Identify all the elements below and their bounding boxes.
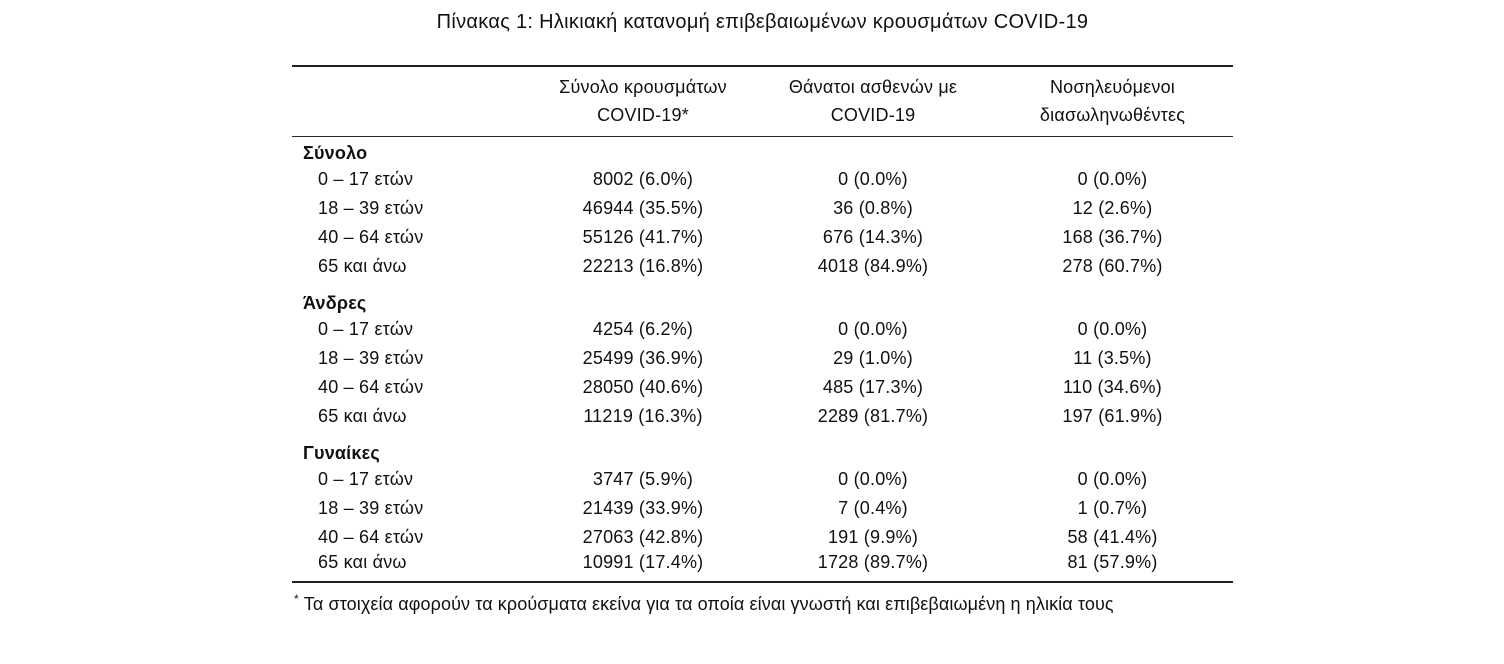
section-row-total: Σύνολο: [292, 137, 1233, 166]
intubated-cell: 0 (0.0%): [1077, 469, 1148, 489]
intubated-cell: 12 (2.6%): [1072, 198, 1153, 218]
cases-cell: 8002 (6.0%): [592, 169, 694, 189]
table-row: 40 – 64 ετών 55126 (41.7%) 676 (14.3%) 1…: [292, 223, 1233, 252]
header-empty-cell: [292, 66, 532, 137]
age-group-label: 18 – 39 ετών: [318, 198, 424, 218]
age-group-label: 0 – 17 ετών: [318, 169, 414, 189]
table-row: 0 – 17 ετών 4254 (6.2%) 0 (0.0%) 0 (0.0%…: [292, 315, 1233, 344]
section-label-women: Γυναίκες: [303, 443, 380, 463]
age-group-label: 65 και άνω: [318, 256, 407, 276]
intubated-cell: 110 (34.6%): [1063, 377, 1162, 397]
deaths-cell: 0 (0.0%): [838, 469, 908, 489]
cases-cell: 11219 (16.3%): [583, 406, 703, 426]
intubated-cell: 0 (0.0%): [1077, 169, 1148, 189]
deaths-cell: 485 (17.3%): [822, 377, 924, 397]
footnote-marker: *: [294, 592, 299, 606]
table-row: 40 – 64 ετών 28050 (40.6%) 485 (17.3%) 1…: [292, 373, 1233, 402]
deaths-cell: 676 (14.3%): [822, 227, 924, 247]
intubated-cell: 197 (61.9%): [1062, 406, 1163, 426]
header-deaths-line1: Θάνατοι ασθενών με: [788, 77, 958, 97]
cases-cell: 27063 (42.8%): [582, 527, 704, 547]
header-deaths-line2: COVID-19: [830, 105, 916, 125]
header-row: Σύνολο κρουσμάτων COVID-19* Θάνατοι ασθε…: [292, 66, 1233, 137]
age-group-label: 40 – 64 ετών: [318, 227, 424, 247]
deaths-cell: 191 (9.9%): [827, 527, 919, 547]
header-intubated: Νοσηλευόμενοι διασωληνωθέντες: [992, 66, 1233, 137]
deaths-cell: 29 (1.0%): [833, 348, 913, 368]
table-row: 18 – 39 ετών 46944 (35.5%) 36 (0.8%) 12 …: [292, 194, 1233, 223]
intubated-cell: 168 (36.7%): [1062, 227, 1163, 247]
age-group-label: 0 – 17 ετών: [318, 469, 414, 489]
cases-cell: 21439 (33.9%): [582, 498, 704, 518]
section-row-men: Άνδρες: [292, 281, 1233, 315]
intubated-cell: 0 (0.0%): [1077, 319, 1148, 339]
cases-cell: 4254 (6.2%): [592, 319, 694, 339]
intubated-cell: 11 (3.5%): [1073, 348, 1152, 368]
age-group-label: 18 – 39 ετών: [318, 348, 424, 368]
intubated-cell: 81 (57.9%): [1067, 552, 1158, 572]
header-total-cases-line1: Σύνολο κρουσμάτων: [559, 77, 727, 97]
header-total-cases-line2: COVID-19*: [597, 105, 689, 125]
cases-cell: 46944 (35.5%): [582, 198, 704, 218]
cases-cell: 55126 (41.7%): [582, 227, 704, 247]
section-label-total: Σύνολο: [303, 143, 368, 163]
age-group-label: 40 – 64 ετών: [318, 377, 424, 397]
covid-age-distribution-table: Σύνολο κρουσμάτων COVID-19* Θάνατοι ασθε…: [292, 65, 1233, 583]
cases-cell: 10991 (17.4%): [582, 552, 704, 572]
deaths-cell: 0 (0.0%): [838, 319, 908, 339]
age-group-label: 65 και άνω: [318, 406, 407, 426]
table-row: 0 – 17 ετών 3747 (5.9%) 0 (0.0%) 0 (0.0%…: [292, 465, 1233, 494]
intubated-cell: 58 (41.4%): [1067, 527, 1158, 547]
header-deaths: Θάνατοι ασθενών με COVID-19: [754, 66, 992, 137]
age-group-label: 0 – 17 ετών: [318, 319, 414, 339]
age-group-label: 65 και άνω: [318, 552, 407, 572]
age-group-label: 18 – 39 ετών: [318, 498, 424, 518]
cases-cell: 3747 (5.9%): [592, 469, 694, 489]
intubated-cell: 278 (60.7%): [1062, 256, 1163, 276]
cases-cell: 28050 (40.6%): [582, 377, 704, 397]
cases-cell: 25499 (36.9%): [582, 348, 704, 368]
footnote: * Τα στοιχεία αφορούν τα κρούσματα εκείνα…: [292, 587, 1233, 616]
table-row: 18 – 39 ετών 21439 (33.9%) 7 (0.4%) 1 (0…: [292, 494, 1233, 523]
table-row: 65 και άνω 10991 (17.4%) 1728 (89.7%) 81…: [292, 552, 1233, 582]
table-row: 40 – 64 ετών 27063 (42.8%) 191 (9.9%) 58…: [292, 523, 1233, 552]
header-total-cases: Σύνολο κρουσμάτων COVID-19*: [532, 66, 754, 137]
table-body: Σύνολο 0 – 17 ετών 8002 (6.0%) 0 (0.0%) …: [292, 137, 1233, 583]
deaths-cell: 0 (0.0%): [838, 169, 908, 189]
table-header: Σύνολο κρουσμάτων COVID-19* Θάνατοι ασθε…: [292, 66, 1233, 137]
deaths-cell: 7 (0.4%): [838, 498, 908, 518]
deaths-cell: 1728 (89.7%): [817, 552, 929, 572]
deaths-cell: 2289 (81.7%): [817, 406, 929, 426]
header-intubated-line2: διασωληνωθέντες: [1039, 105, 1186, 125]
footnote-text: Τα στοιχεία αφορούν τα κρούσματα εκείνα …: [303, 594, 1114, 614]
age-group-label: 40 – 64 ετών: [318, 527, 424, 547]
intubated-cell: 1 (0.7%): [1077, 498, 1148, 518]
table-row: 18 – 39 ετών 25499 (36.9%) 29 (1.0%) 11 …: [292, 344, 1233, 373]
header-intubated-line1: Νοσηλευόμενοι: [1049, 77, 1175, 97]
report-table-container: Πίνακας 1: Ηλικιακή κατανομή επιβεβαιωμέ…: [292, 0, 1233, 616]
section-row-women: Γυναίκες: [292, 431, 1233, 465]
table-row: 0 – 17 ετών 8002 (6.0%) 0 (0.0%) 0 (0.0%…: [292, 165, 1233, 194]
deaths-cell: 4018 (84.9%): [817, 256, 929, 276]
table-row: 65 και άνω 11219 (16.3%) 2289 (81.7%) 19…: [292, 402, 1233, 431]
cases-cell: 22213 (16.8%): [582, 256, 704, 276]
section-label-men: Άνδρες: [303, 293, 367, 313]
table-title: Πίνακας 1: Ηλικιακή κατανομή επιβεβαιωμέ…: [436, 11, 1089, 33]
table-row: 65 και άνω 22213 (16.8%) 4018 (84.9%) 27…: [292, 252, 1233, 281]
deaths-cell: 36 (0.8%): [833, 198, 913, 218]
